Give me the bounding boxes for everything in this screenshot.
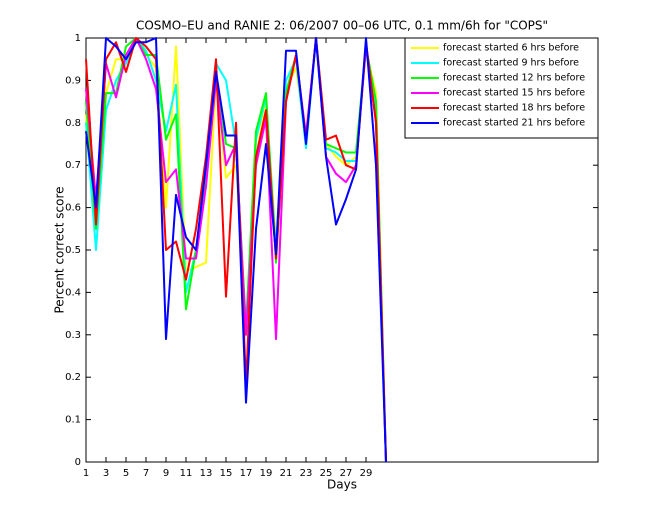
x-tick-label: 19 (260, 468, 273, 479)
legend-label: forecast started 6 hrs before (443, 43, 579, 54)
x-tick-label: 29 (360, 468, 373, 479)
y-tick-label: 0.2 (65, 372, 81, 383)
series-line (85, 37, 387, 463)
legend-label: forecast started 18 hrs before (443, 103, 585, 114)
y-tick-label: 0.6 (65, 203, 81, 214)
x-tick-label: 11 (180, 468, 193, 479)
y-tick-label: 1 (75, 33, 81, 44)
chart-title: COSMO–EU and RANIE 2: 06/2007 00–06 UTC,… (136, 19, 548, 33)
x-tick-label: 5 (123, 468, 129, 479)
x-tick-label: 1 (83, 468, 89, 479)
x-tick-label: 27 (340, 468, 353, 479)
y-tick-label: 0.7 (65, 160, 81, 171)
series-line (85, 37, 387, 463)
x-tick-label: 7 (143, 468, 149, 479)
x-tick-label: 17 (240, 468, 253, 479)
x-tick-label: 21 (280, 468, 293, 479)
y-tick-label: 0.8 (65, 118, 81, 129)
y-tick-label: 0.5 (65, 245, 81, 256)
y-tick-label: 0.9 (65, 75, 81, 86)
x-tick-label: 13 (200, 468, 213, 479)
y-axis-label: Percent correct score (53, 186, 67, 313)
y-tick-label: 0.3 (65, 330, 81, 341)
y-tick-label: 0 (75, 457, 81, 468)
x-tick-label: 3 (103, 468, 109, 479)
legend-label: forecast started 12 hrs before (443, 73, 585, 84)
legend-label: forecast started 15 hrs before (443, 88, 585, 99)
x-tick-label: 15 (220, 468, 233, 479)
y-tick-label: 0.4 (65, 287, 81, 298)
legend-box (404, 37, 599, 139)
x-tick-label: 23 (300, 468, 313, 479)
legend-label: forecast started 9 hrs before (443, 58, 579, 69)
legend-label: forecast started 21 hrs before (443, 118, 585, 129)
x-axis-label: Days (327, 478, 357, 492)
y-tick-label: 0.1 (65, 415, 81, 426)
x-tick-label: 9 (163, 468, 169, 479)
x-tick-label: 25 (320, 468, 333, 479)
